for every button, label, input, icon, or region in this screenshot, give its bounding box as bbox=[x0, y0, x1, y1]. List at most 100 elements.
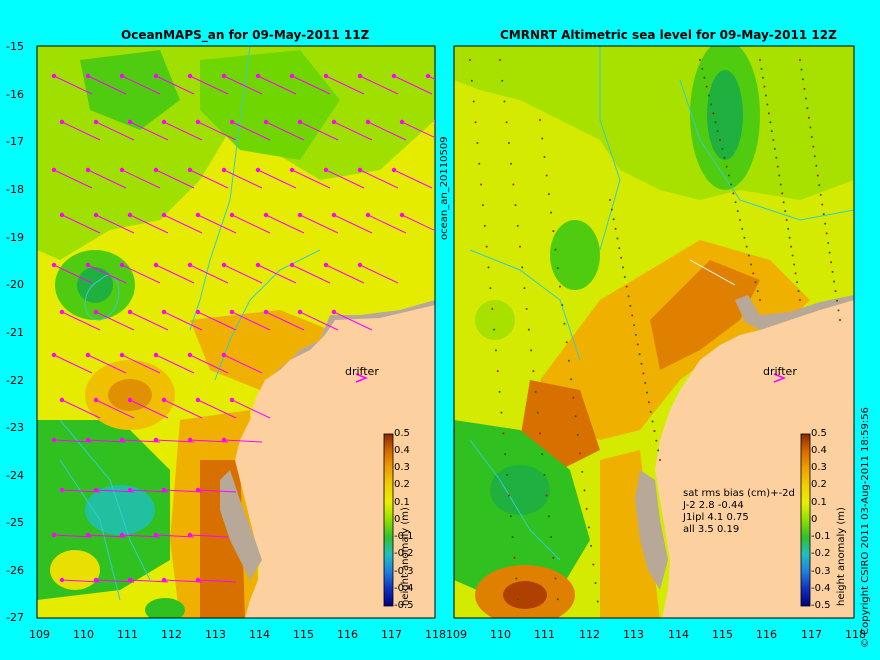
current-arrow bbox=[121, 439, 161, 443]
x-tick: 111 bbox=[534, 628, 555, 641]
track-point bbox=[501, 79, 504, 82]
track-point bbox=[657, 449, 660, 452]
current-arrow bbox=[129, 579, 169, 583]
arrow-head bbox=[127, 577, 133, 583]
arrow-head bbox=[85, 437, 91, 443]
current-arrow bbox=[61, 311, 101, 331]
track-point bbox=[770, 130, 773, 133]
track-point bbox=[474, 121, 477, 124]
x-tick: 117 bbox=[381, 628, 402, 641]
current-arrow bbox=[189, 354, 229, 374]
arrow-head bbox=[289, 73, 295, 79]
cbar-tick: 0.5 bbox=[811, 428, 827, 439]
x-tick: 115 bbox=[712, 628, 733, 641]
track-point bbox=[491, 307, 494, 310]
track-point bbox=[634, 333, 637, 336]
track-point bbox=[502, 432, 505, 435]
arrow-head bbox=[399, 212, 405, 218]
current-arrow bbox=[87, 354, 127, 374]
track-point bbox=[785, 219, 788, 221]
y-tick: -18 bbox=[6, 183, 24, 196]
arrow-head bbox=[365, 119, 371, 125]
current-arrow bbox=[257, 169, 297, 189]
arrow-head bbox=[93, 577, 99, 583]
cbar-tick: -0.1 bbox=[394, 531, 414, 542]
track-point bbox=[760, 67, 763, 70]
track-point bbox=[822, 213, 825, 216]
cbar-tick: -0.2 bbox=[811, 548, 831, 559]
track-point bbox=[515, 577, 518, 580]
arrow-head bbox=[85, 167, 91, 173]
track-point bbox=[804, 97, 807, 100]
track-point bbox=[545, 494, 548, 497]
arrow-head bbox=[119, 352, 125, 358]
drifter-arrow-right bbox=[773, 373, 787, 383]
cbar-tick: 0 bbox=[394, 514, 401, 525]
current-arrow bbox=[333, 121, 373, 141]
arrow-head bbox=[51, 167, 57, 173]
current-arrow bbox=[121, 534, 161, 538]
track-point bbox=[496, 370, 499, 373]
x-tick: 118 bbox=[425, 628, 446, 641]
cbar-tick: 0.4 bbox=[394, 445, 410, 456]
current-arrow bbox=[95, 214, 135, 234]
arrow-head bbox=[153, 437, 159, 443]
track-point bbox=[721, 147, 724, 150]
track-point bbox=[787, 227, 790, 230]
arrow-head bbox=[297, 309, 303, 315]
y-tick: -27 bbox=[6, 611, 24, 624]
current-arrow bbox=[87, 264, 127, 284]
current-arrow bbox=[155, 169, 195, 189]
arrow-head bbox=[195, 487, 201, 493]
arrow-head bbox=[127, 309, 133, 315]
y-tick: -25 bbox=[6, 516, 24, 529]
current-arrow bbox=[87, 439, 127, 443]
current-arrow bbox=[121, 169, 161, 189]
current-arrow bbox=[87, 534, 127, 538]
arrow-head bbox=[119, 167, 125, 173]
current-arrow bbox=[257, 75, 297, 95]
arrow-head bbox=[51, 352, 57, 358]
track-point bbox=[616, 237, 619, 240]
arrow-head bbox=[59, 309, 65, 315]
arrow-head bbox=[221, 262, 227, 268]
current-arrow bbox=[223, 439, 263, 443]
track-point bbox=[741, 227, 744, 230]
current-arrow bbox=[291, 169, 331, 189]
arrow-head bbox=[153, 532, 159, 538]
arrow-head bbox=[255, 73, 261, 79]
arrow-head bbox=[161, 212, 167, 218]
x-tick: 116 bbox=[756, 628, 777, 641]
current-arrow bbox=[61, 489, 101, 493]
arrow-head bbox=[59, 487, 65, 493]
arrow-head bbox=[161, 119, 167, 125]
track-point bbox=[784, 210, 787, 213]
current-arrow bbox=[427, 75, 435, 80]
track-point bbox=[576, 433, 579, 436]
track-point bbox=[707, 94, 710, 97]
current-arrow bbox=[121, 264, 161, 284]
current-arrow bbox=[231, 399, 271, 419]
track-point bbox=[647, 401, 650, 404]
track-point bbox=[487, 266, 490, 269]
current-arrow bbox=[163, 121, 203, 141]
right-frame bbox=[453, 45, 855, 619]
track-point bbox=[552, 230, 555, 233]
current-arrow bbox=[61, 214, 101, 234]
track-point bbox=[561, 304, 564, 307]
track-point bbox=[810, 136, 813, 139]
cbar-tick: -0.5 bbox=[394, 600, 414, 611]
track-point bbox=[543, 156, 546, 159]
x-tick: 109 bbox=[446, 628, 467, 641]
drifter-label-left: drifter bbox=[345, 365, 379, 378]
current-arrow bbox=[53, 75, 93, 95]
track-point bbox=[796, 281, 799, 284]
arrow-head bbox=[51, 262, 57, 268]
track-point bbox=[485, 245, 488, 248]
current-arrow bbox=[129, 311, 169, 331]
track-point bbox=[513, 556, 516, 559]
track-point bbox=[620, 256, 623, 259]
track-point bbox=[509, 515, 512, 518]
arrow-head bbox=[331, 309, 337, 315]
arrow-head bbox=[51, 532, 57, 538]
